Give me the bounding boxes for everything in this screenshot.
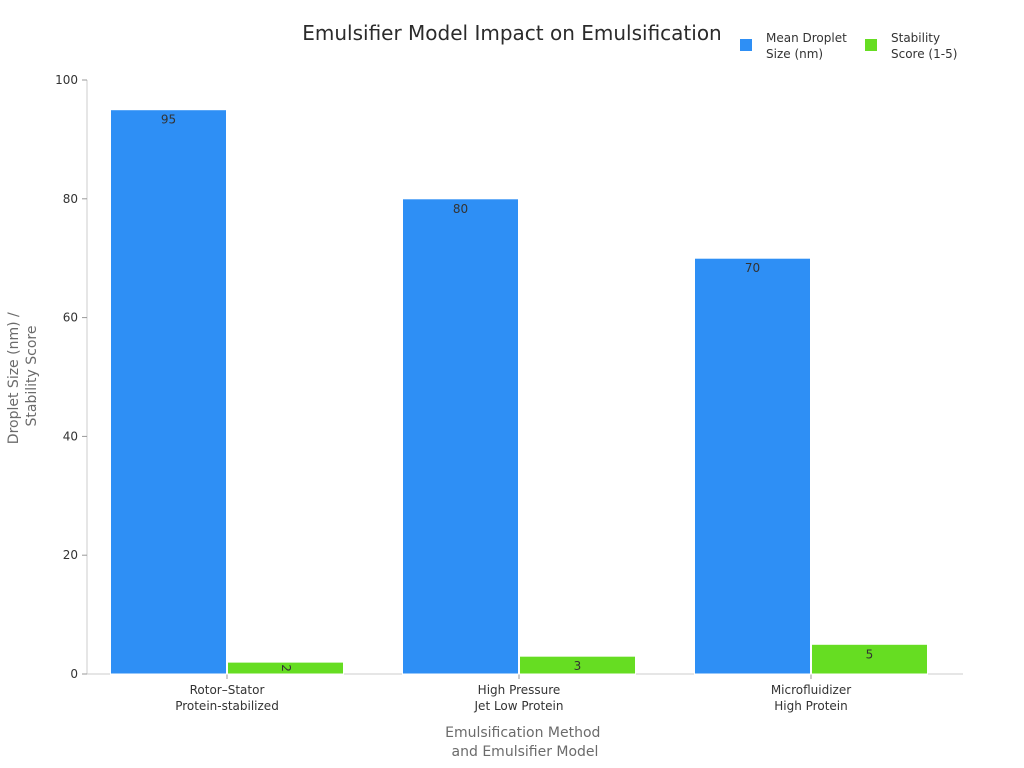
y-tick-label: 100: [55, 73, 78, 87]
y-axis-title-line1: Droplet Size (nm) /: [6, 312, 22, 444]
data-label: 80: [453, 202, 468, 216]
x-tick-label-line: High Protein: [774, 699, 847, 713]
y-axis-title-line2: Stability Score: [24, 326, 40, 427]
y-tick-label: 80: [63, 192, 78, 206]
x-tick-label: Microfluidizer High Protein: [771, 683, 851, 713]
bar-stability-score: [519, 655, 636, 675]
y-tick-label: 0: [70, 667, 78, 681]
legend-swatch-stability-score: [865, 39, 877, 51]
legend-label-stability-score: Stability Score (1-5): [891, 31, 957, 61]
legend-label-stability-score-line1: Stability: [891, 31, 940, 45]
x-tick-label-line: High Pressure: [478, 683, 561, 697]
x-axis-title-line1: Emulsification Method: [445, 725, 600, 741]
y-tick-label: 60: [63, 311, 78, 325]
bar-stability-score: [227, 661, 344, 675]
x-tick-label: Rotor–Stator Protein-stabilized: [175, 683, 279, 713]
data-label: 2: [279, 664, 293, 672]
x-tick-label-line: Rotor–Stator: [190, 683, 265, 697]
axes: 0 20 40 60 80 100 Rotor–Stator Protein-stabiliz…: [55, 73, 963, 713]
bar-droplet-size: [694, 257, 811, 675]
x-tick-label-line: Microfluidizer: [771, 683, 851, 697]
data-label: 3: [574, 659, 582, 673]
legend-label-droplet-size: Mean Droplet Size (nm): [766, 31, 851, 61]
data-label: 5: [866, 647, 874, 661]
legend-label-droplet-size-line2: Size (nm): [766, 47, 823, 61]
bar-stability-score: [811, 643, 928, 675]
x-tick-label-line: Jet Low Protein: [474, 699, 564, 713]
bars: [110, 109, 928, 675]
bar-droplet-size: [402, 198, 519, 675]
x-tick-label: High Pressure Jet Low Protein: [474, 683, 564, 713]
data-label: 70: [745, 261, 760, 275]
chart-title: Emulsifier Model Impact on Emulsificatio…: [302, 21, 722, 45]
y-tick-label: 20: [63, 548, 78, 562]
data-label: 95: [161, 113, 176, 127]
x-axis-title-line2: and Emulsifier Model: [452, 744, 599, 760]
legend-label-droplet-size-line1: Mean Droplet: [766, 31, 847, 45]
x-tick-label-line: Protein-stabilized: [175, 699, 279, 713]
labels: 95 2 80 3 70 5: [161, 113, 873, 673]
legend: Mean Droplet Size (nm) Stability Score (…: [740, 31, 957, 61]
legend-label-stability-score-line2: Score (1-5): [891, 47, 957, 61]
bar-droplet-size: [110, 109, 227, 675]
x-axis-title: Emulsification Method and Emulsifier Mod…: [445, 725, 605, 760]
y-tick-label: 40: [63, 429, 78, 443]
y-axis-title: Droplet Size (nm) / Stability Score: [6, 308, 40, 444]
legend-swatch-droplet-size: [740, 39, 752, 51]
